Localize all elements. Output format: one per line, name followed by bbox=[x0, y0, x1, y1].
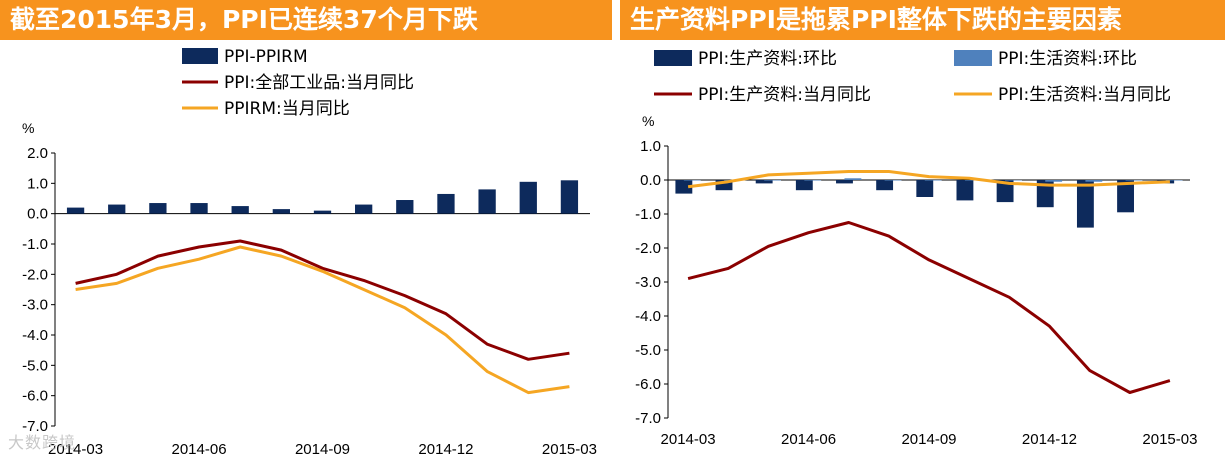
y-tick-label: -3.0 bbox=[22, 297, 48, 314]
y-tick-label: -1.0 bbox=[22, 236, 48, 253]
bar-mark bbox=[924, 180, 942, 181]
chart-panel-right: 生产资料PPI是拖累PPI整体下跌的主要因素 PPI:生产资料:环比 PPI:生活… bbox=[620, 0, 1225, 459]
y-tick-label: -5.0 bbox=[22, 357, 48, 374]
x-tick-label: 2014-12 bbox=[1022, 431, 1077, 448]
y-tick-label: -3.0 bbox=[635, 274, 661, 291]
legend-label: PPI:全部工业品:当月同比 bbox=[224, 73, 414, 93]
legend-label: PPI:生产资料:环比 bbox=[698, 49, 837, 69]
bar-mark bbox=[272, 209, 290, 214]
bar-mark bbox=[836, 180, 853, 184]
bar-mark bbox=[108, 204, 126, 214]
x-tick-label: 2015-03 bbox=[1142, 431, 1197, 448]
bar-mark bbox=[478, 189, 496, 214]
watermark-text: 大数跨境 bbox=[8, 433, 77, 452]
bar-mark bbox=[884, 180, 902, 181]
legend-swatch-bar bbox=[954, 50, 992, 66]
y-tick-label: -5.0 bbox=[635, 342, 661, 359]
bar-mark bbox=[675, 180, 693, 194]
legend-label: PPI:生产资料:当月同比 bbox=[698, 85, 871, 105]
bar-mark bbox=[715, 180, 733, 191]
bar-mark bbox=[876, 180, 894, 191]
bar-mark bbox=[1125, 180, 1143, 181]
legend-label: PPI-PPIRM bbox=[224, 47, 308, 67]
chart-svg: PPI:生产资料:环比 PPI:生活资料:环比 PPI:生产资料:当月同比 PPI:生… bbox=[635, 49, 1197, 448]
x-tick-label: 2014-06 bbox=[781, 431, 836, 448]
y-tick-label: -6.0 bbox=[635, 376, 661, 393]
y-tick-label: -2.0 bbox=[22, 266, 48, 283]
x-tick-label: 2015-03 bbox=[542, 441, 597, 458]
bar-mark bbox=[313, 210, 332, 214]
bar-mark bbox=[795, 180, 813, 191]
x-tick-label: 2014-03 bbox=[661, 431, 716, 448]
bar-mark bbox=[683, 180, 701, 181]
x-tick-label: 2014-03 bbox=[48, 441, 103, 458]
bar-mark bbox=[190, 203, 208, 214]
y-tick-label: 0.0 bbox=[640, 172, 661, 189]
y-axis-unit: % bbox=[22, 120, 34, 136]
chart-banner: 生产资料PPI是拖累PPI整体下跌的主要因素 bbox=[620, 0, 1225, 40]
bar-mark bbox=[149, 203, 167, 214]
y-tick-label: -7.0 bbox=[22, 418, 48, 435]
bar-mark bbox=[844, 178, 862, 180]
bar-mark bbox=[1036, 180, 1054, 208]
y-axis-unit: % bbox=[642, 113, 654, 129]
bar-mark bbox=[804, 180, 822, 181]
series-line bbox=[75, 239, 570, 361]
bar-mark bbox=[1005, 180, 1022, 181]
legend-label: PPI:生活资料:当月同比 bbox=[998, 85, 1171, 105]
series-line bbox=[75, 245, 570, 395]
y-tick-label: -4.0 bbox=[635, 308, 661, 325]
bar-mark bbox=[519, 181, 537, 214]
y-tick-label: -4.0 bbox=[22, 327, 48, 344]
x-tick-label: 2014-09 bbox=[295, 441, 350, 458]
y-tick-label: 1.0 bbox=[27, 175, 48, 192]
y-tick-label: -2.0 bbox=[635, 240, 661, 257]
bar-mark bbox=[1045, 180, 1063, 182]
legend-label: PPI:生活资料:环比 bbox=[998, 49, 1137, 69]
bar-mark bbox=[1117, 180, 1134, 213]
bar-mark bbox=[66, 207, 85, 214]
y-tick-label: -1.0 bbox=[635, 206, 661, 223]
series-line bbox=[687, 170, 1170, 189]
bar-mark bbox=[231, 206, 249, 214]
bar-mark bbox=[996, 180, 1014, 203]
y-tick-label: 0.0 bbox=[27, 206, 48, 223]
chart-panel-left: 截至2015年3月，PPI已连续37个月下跌 PPI-PPIRM PPI:全部工业… bbox=[0, 0, 612, 459]
bar-mark bbox=[396, 200, 414, 214]
bar-mark bbox=[916, 180, 934, 197]
x-tick-label: 2014-12 bbox=[418, 441, 473, 458]
bar-mark bbox=[1085, 180, 1103, 182]
bar-mark bbox=[560, 180, 579, 214]
chart-banner: 截至2015年3月，PPI已连续37个月下跌 bbox=[0, 0, 612, 40]
series-line bbox=[687, 221, 1171, 394]
bar-mark bbox=[956, 180, 974, 201]
legend-swatch-bar bbox=[654, 50, 692, 66]
x-tick-label: 2014-06 bbox=[172, 441, 227, 458]
y-tick-label: -6.0 bbox=[22, 388, 48, 405]
x-tick-label: 2014-09 bbox=[901, 431, 956, 448]
y-tick-label: -7.0 bbox=[635, 410, 661, 427]
bar-mark bbox=[1076, 180, 1094, 228]
y-tick-label: 2.0 bbox=[27, 145, 48, 162]
bar-mark bbox=[755, 180, 773, 184]
chart-svg: PPI-PPIRM PPI:全部工业品:当月同比 PPIRM:当月同比% 2.0 1.0… bbox=[22, 47, 597, 458]
legend-label: PPIRM:当月同比 bbox=[224, 99, 350, 119]
bar-mark bbox=[1165, 180, 1183, 181]
bar-mark bbox=[764, 180, 782, 181]
bar-mark bbox=[437, 193, 455, 214]
legend-swatch-bar bbox=[182, 48, 218, 64]
bar-mark bbox=[355, 204, 373, 214]
y-tick-label: 1.0 bbox=[640, 138, 661, 155]
